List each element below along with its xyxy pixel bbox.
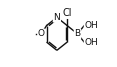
Text: OH: OH [84,21,98,30]
Text: Cl: Cl [62,8,72,18]
Text: B: B [74,29,81,38]
Text: N: N [53,13,60,22]
Text: OH: OH [84,38,98,47]
Text: O: O [38,29,45,38]
